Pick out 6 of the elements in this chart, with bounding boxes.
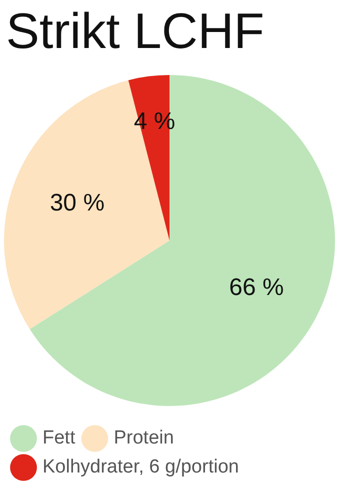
data-label: 66 %	[229, 274, 284, 301]
legend-label: Fett	[42, 428, 76, 449]
legend-label: Kolhydrater, 6 g/portion	[42, 456, 239, 478]
data-label: 30 %	[50, 190, 105, 217]
chart-title: Strikt LCHF	[5, 2, 266, 61]
legend-label: Protein	[114, 428, 174, 449]
